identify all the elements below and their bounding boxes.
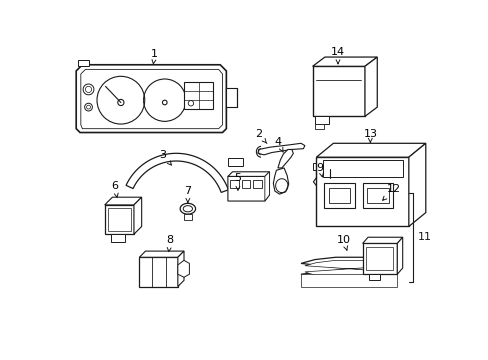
Text: 13: 13	[363, 129, 377, 142]
Text: 10: 10	[336, 235, 350, 250]
Text: 8: 8	[166, 235, 173, 252]
Polygon shape	[264, 172, 269, 201]
Polygon shape	[126, 153, 228, 193]
Bar	[328, 188, 349, 203]
Polygon shape	[362, 197, 382, 211]
Bar	[316, 178, 329, 187]
Bar	[324, 183, 354, 208]
Bar	[226, 88, 237, 107]
Bar	[312, 66, 364, 116]
Bar	[183, 82, 213, 109]
Bar	[362, 243, 396, 274]
Bar	[301, 274, 396, 287]
Bar	[253, 180, 261, 188]
Bar	[230, 180, 238, 188]
Polygon shape	[104, 205, 134, 234]
Text: 6: 6	[111, 181, 118, 197]
Polygon shape	[76, 65, 226, 132]
Polygon shape	[178, 251, 183, 287]
Text: 4: 4	[274, 137, 283, 152]
Text: 11: 11	[417, 232, 431, 242]
Bar	[312, 163, 333, 170]
Polygon shape	[313, 174, 339, 219]
Bar	[366, 247, 393, 270]
Bar	[183, 214, 191, 220]
Text: 5: 5	[234, 173, 241, 190]
Text: 1: 1	[151, 49, 158, 64]
Polygon shape	[139, 251, 183, 257]
Polygon shape	[227, 172, 269, 176]
Polygon shape	[301, 257, 396, 280]
Polygon shape	[273, 168, 288, 194]
Polygon shape	[305, 260, 393, 277]
Polygon shape	[81, 69, 222, 129]
Bar	[316, 157, 408, 226]
Polygon shape	[104, 197, 142, 205]
Polygon shape	[364, 57, 377, 116]
Text: 7: 7	[184, 186, 191, 202]
Polygon shape	[408, 143, 425, 226]
Polygon shape	[134, 197, 142, 234]
Polygon shape	[396, 237, 402, 274]
Text: 3: 3	[159, 150, 171, 165]
Text: 9: 9	[316, 163, 323, 177]
Bar	[78, 60, 88, 66]
Text: 2: 2	[255, 129, 266, 144]
Bar	[322, 160, 402, 177]
Bar	[368, 274, 380, 280]
Polygon shape	[316, 143, 425, 157]
Bar	[107, 208, 131, 231]
Bar	[314, 116, 328, 124]
Polygon shape	[227, 172, 269, 201]
Bar	[362, 183, 393, 208]
Bar	[314, 124, 324, 129]
Bar	[227, 158, 243, 166]
Polygon shape	[312, 57, 377, 66]
Bar	[111, 234, 124, 242]
Bar	[366, 188, 388, 203]
Text: 14: 14	[330, 48, 345, 64]
Polygon shape	[178, 260, 189, 277]
Text: 12: 12	[382, 184, 400, 200]
Polygon shape	[257, 143, 305, 155]
Polygon shape	[139, 257, 178, 287]
Bar	[241, 180, 250, 188]
Polygon shape	[362, 237, 402, 243]
Polygon shape	[277, 149, 293, 168]
